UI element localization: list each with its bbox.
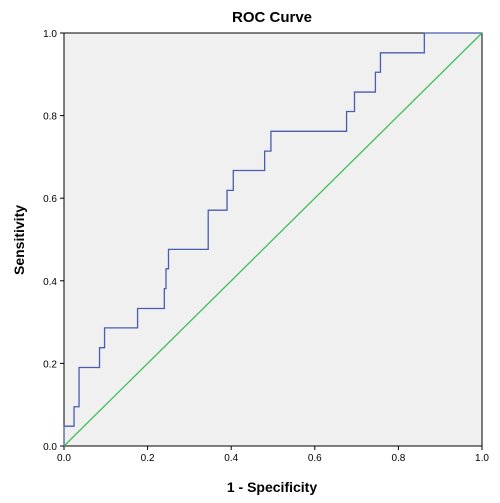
y-tick-label: 0.4 — [43, 277, 57, 288]
x-tick-label: 1.0 — [475, 453, 489, 464]
y-tick-label: 0.8 — [43, 112, 57, 123]
y-tick-label: 0.6 — [43, 194, 57, 205]
x-tick-label: 0.6 — [308, 453, 322, 464]
x-tick-label: 0.0 — [57, 453, 71, 464]
chart-title: ROC Curve — [232, 9, 312, 26]
reference-diagonal-line — [63, 32, 483, 447]
x-tick-label: 0.8 — [391, 453, 405, 464]
y-axis-label: Sensitivity — [11, 205, 27, 275]
y-tick-label: 0.2 — [43, 359, 57, 370]
roc-curve-line — [63, 32, 482, 446]
y-tick-label: 0.0 — [43, 442, 57, 453]
axis-ticks: 0.0 0.2 0.4 0.6 0.8 1.0 0.0 0.2 0.4 0.6 0.8 1.0 — [43, 29, 489, 464]
series-layer — [63, 32, 483, 447]
x-tick-label: 0.2 — [141, 453, 155, 464]
x-axis-label: 1 - Specificity — [227, 479, 317, 495]
x-tick-label: 0.4 — [224, 453, 238, 464]
y-tick-label: 1.0 — [43, 29, 57, 40]
